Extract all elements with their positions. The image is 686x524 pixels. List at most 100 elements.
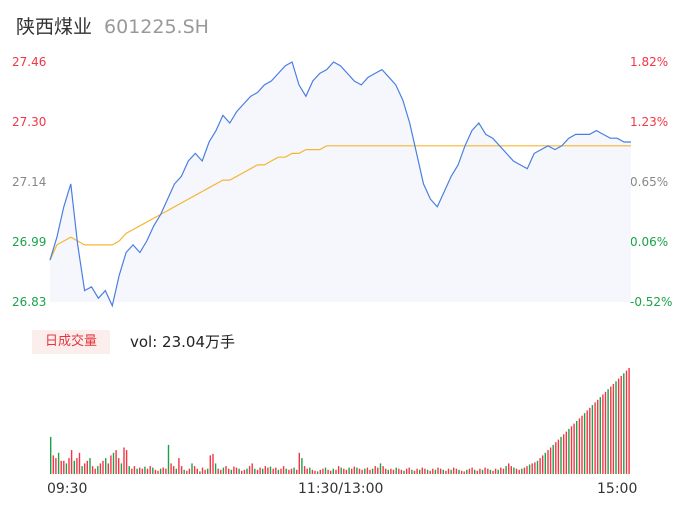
volume-bar (57, 452, 60, 474)
volume-bar (84, 463, 86, 474)
volume-bar (395, 467, 397, 474)
volume-bar (589, 407, 591, 475)
volume-bar (534, 462, 536, 474)
volume-bar (628, 368, 630, 474)
volume-bar (508, 463, 510, 474)
volume-bar (453, 467, 455, 474)
volume-bar (581, 415, 583, 474)
volume-bar (296, 469, 298, 474)
volume-bar (615, 381, 617, 475)
y-tick-left-3: 26.99 (12, 235, 47, 249)
volume-bar (565, 431, 567, 474)
volume-bar (351, 468, 353, 474)
volume-bar (555, 442, 557, 474)
volume-bar (225, 466, 227, 474)
price-line (49, 61, 631, 308)
volume-bar (440, 468, 442, 474)
volume-bar (442, 469, 444, 474)
volume-bar (306, 468, 308, 474)
volume-bar (238, 468, 240, 474)
volume-bar (204, 469, 206, 474)
volume-bar (419, 469, 421, 474)
volume-bar (193, 466, 196, 474)
volume-bar (523, 467, 526, 474)
volume-bar (97, 466, 99, 474)
volume-bar (120, 463, 123, 474)
volume-bar (280, 468, 282, 474)
average-price-line (49, 145, 631, 261)
volume-bar (356, 467, 358, 474)
volume-bar (450, 469, 452, 474)
volume-bar (481, 469, 484, 474)
volume-bar (76, 458, 78, 474)
volume-bar (246, 468, 248, 474)
volume-bar (256, 469, 259, 474)
volume-total: vol: 23.04万手 (130, 333, 235, 351)
volume-bar (358, 468, 361, 474)
volume-bar (183, 469, 185, 474)
volume-bar (385, 468, 387, 474)
volume-bar (264, 466, 266, 474)
volume-bar (476, 470, 478, 474)
volume-bar (73, 460, 75, 475)
volume-bar (165, 468, 167, 474)
volume-bar (144, 466, 146, 474)
volume-bar (298, 452, 300, 474)
volume-bar (149, 466, 151, 474)
volume-bar (586, 410, 588, 474)
volume-bar (50, 436, 52, 474)
volume-bar (162, 467, 164, 474)
volume-bar (539, 458, 541, 474)
volume-bar (123, 447, 125, 474)
volume-bar (398, 468, 400, 474)
x-tick-0: 09:30 (47, 481, 88, 497)
y-tick-left-0: 27.46 (12, 55, 47, 69)
volume-bar (110, 455, 112, 474)
volume-bar (212, 453, 214, 474)
volume-bar (118, 458, 120, 474)
volume-bar (235, 467, 238, 474)
price-area (50, 62, 631, 306)
volume-bar (159, 468, 162, 474)
volume-bar (424, 468, 426, 474)
volume-bar (502, 468, 505, 474)
volume-bar (154, 469, 157, 474)
volume-bar (78, 452, 81, 474)
volume-bar (107, 463, 109, 474)
volume-bar (285, 468, 287, 474)
volume-bar (455, 468, 458, 474)
volume-bar (536, 460, 539, 475)
volume-bar (146, 468, 149, 474)
volume-bar (340, 467, 342, 474)
volume-bar (513, 467, 515, 474)
volume-bar (170, 463, 172, 474)
volume-bar (497, 469, 499, 474)
chart-title: 陕西煤业 601225.SH (16, 12, 209, 39)
volume-bar (353, 466, 355, 474)
volume-bar (136, 468, 138, 474)
volume-bar (141, 468, 143, 474)
volume-bar (544, 452, 546, 474)
volume-bar (128, 466, 130, 474)
volume-bar (560, 436, 562, 474)
volume-bar (60, 460, 62, 475)
volume-bar (301, 458, 303, 474)
volume-bar (597, 399, 599, 474)
volume-bar (115, 450, 117, 474)
volume-bar (316, 471, 319, 475)
volume-bar (63, 460, 65, 475)
volume-bar (293, 467, 295, 474)
volume-bar (343, 468, 345, 474)
volume-bar (275, 467, 277, 474)
volume-bar (494, 468, 497, 474)
volume-bar (102, 460, 104, 475)
x-tick-2: 15:00 (597, 481, 638, 497)
volume-bar (65, 463, 68, 474)
volume-bar (542, 455, 544, 474)
volume-bar (131, 468, 133, 474)
volume-bar (612, 383, 615, 474)
volume-bar (392, 469, 395, 474)
volume-bar (345, 469, 348, 474)
volume-bar (437, 467, 439, 474)
